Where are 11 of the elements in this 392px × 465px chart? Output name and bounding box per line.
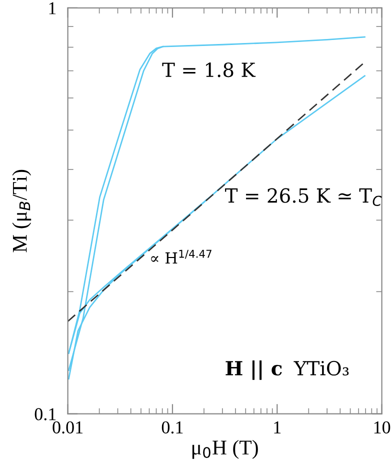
x-tick-label: 10 [374, 421, 390, 434]
annotation: YTiO₃ [294, 360, 349, 376]
annotation: T = 1.8 K [162, 62, 256, 78]
x-tick-label: 1 [274, 421, 281, 434]
annotation: T = 26.5 K ≃ T$_{C}$ [225, 188, 382, 206]
x-tick-label: 0.1 [162, 421, 183, 434]
x-axis-title: μ$_{0}$H (T) [192, 440, 258, 459]
y-axis-title: M (μ$_{B}$/Ti) [12, 170, 32, 252]
annotation: ∝ H$^{1/4.47}$ [151, 250, 212, 264]
annotation: H || c [226, 360, 282, 380]
x-tick-label: 0.01 [52, 421, 83, 434]
